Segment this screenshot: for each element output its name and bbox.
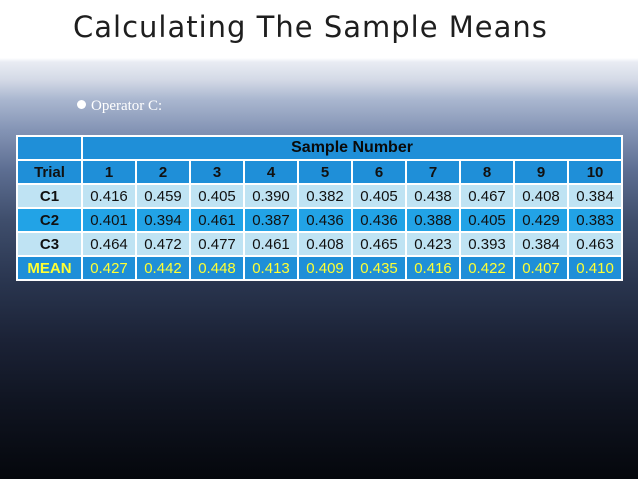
column-header: Trial: [16, 159, 83, 185]
column-header: 3: [189, 159, 245, 185]
table-group-header-row: Sample Number: [16, 135, 624, 161]
mean-cell: 0.435: [351, 255, 407, 281]
column-header: 1: [81, 159, 137, 185]
mean-cell: 0.427: [81, 255, 137, 281]
column-header: 2: [135, 159, 191, 185]
trial-label: C1: [16, 183, 83, 209]
sample-number-header: Sample Number: [80, 135, 624, 161]
bullet-text: Operator C:: [91, 98, 163, 114]
mean-cell: 0.410: [566, 255, 624, 281]
table-cell: 0.463: [566, 231, 624, 257]
table-row: C1 0.416 0.459 0.405 0.390 0.382 0.405 0…: [16, 183, 624, 209]
column-header: 4: [243, 159, 299, 185]
table-cell: 0.387: [243, 207, 299, 233]
mean-cell: 0.413: [243, 255, 299, 281]
table-cell: 0.390: [243, 183, 299, 209]
table-cell: 0.383: [566, 207, 624, 233]
table-cell: 0.438: [405, 183, 461, 209]
table-cell: 0.477: [189, 231, 245, 257]
table-cell: 0.436: [351, 207, 407, 233]
table-cell: 0.408: [297, 231, 353, 257]
mean-cell: 0.407: [513, 255, 569, 281]
table-cell: 0.384: [566, 183, 624, 209]
mean-cell: 0.409: [297, 255, 353, 281]
column-header: 8: [459, 159, 515, 185]
table-cell: 0.465: [351, 231, 407, 257]
mean-cell: 0.442: [135, 255, 191, 281]
table-cell: 0.472: [135, 231, 191, 257]
table-cell: 0.384: [513, 231, 569, 257]
mean-cell: 0.416: [405, 255, 461, 281]
table-column-header-row: Trial 1 2 3 4 5 6 7 8 9 10: [16, 159, 624, 185]
table-cell: 0.459: [135, 183, 191, 209]
table-cell: 0.405: [189, 183, 245, 209]
slide-title: Calculating The Sample Means: [73, 10, 548, 44]
table-cell: 0.461: [189, 207, 245, 233]
table-cell: 0.388: [405, 207, 461, 233]
table-cell: 0.382: [297, 183, 353, 209]
table-cell: 0.467: [459, 183, 515, 209]
column-header: 7: [405, 159, 461, 185]
table-cell: 0.394: [135, 207, 191, 233]
trial-label: C2: [16, 207, 83, 233]
table-cell: 0.416: [81, 183, 137, 209]
table-cell: 0.405: [351, 183, 407, 209]
bullet-item: Operator C:: [77, 98, 162, 115]
table-cell: 0.393: [459, 231, 515, 257]
table-cell: 0.461: [243, 231, 299, 257]
column-header: 9: [513, 159, 569, 185]
mean-label: MEAN: [16, 255, 83, 281]
table-cell: 0.464: [81, 231, 137, 257]
mean-row: MEAN 0.427 0.442 0.448 0.413 0.409 0.435…: [16, 255, 624, 281]
mean-cell: 0.448: [189, 255, 245, 281]
column-header: 5: [297, 159, 353, 185]
bullet-dot-icon: [77, 100, 86, 109]
trial-label: C3: [16, 231, 83, 257]
table-cell: 0.429: [513, 207, 569, 233]
table-cell: 0.405: [459, 207, 515, 233]
table-cell: 0.436: [297, 207, 353, 233]
table-cell: 0.401: [81, 207, 137, 233]
table-row: C2 0.401 0.394 0.461 0.387 0.436 0.436 0…: [16, 207, 624, 233]
table-cell: 0.408: [513, 183, 569, 209]
header-blank-cell: [16, 135, 83, 161]
table-row: C3 0.464 0.472 0.477 0.461 0.408 0.465 0…: [16, 231, 624, 257]
table-cell: 0.423: [405, 231, 461, 257]
mean-cell: 0.422: [459, 255, 515, 281]
sample-means-table: Sample Number Trial 1 2 3 4 5 6 7 8 9 10…: [16, 135, 624, 281]
column-header: 10: [566, 159, 624, 185]
column-header: 6: [351, 159, 407, 185]
